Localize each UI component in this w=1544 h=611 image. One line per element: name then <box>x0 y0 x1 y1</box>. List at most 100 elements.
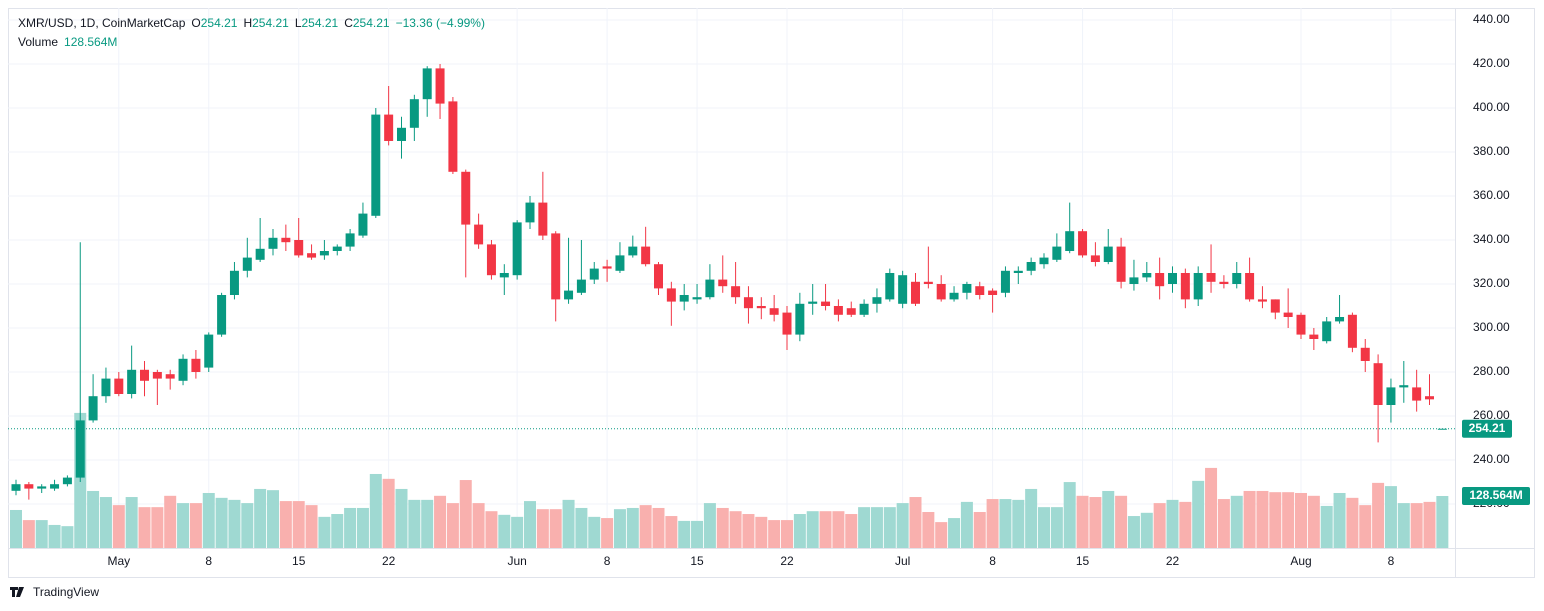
volume-bar <box>524 501 536 548</box>
volume-bar <box>652 507 665 548</box>
candle-body <box>1257 299 1267 302</box>
volume-bar <box>845 514 858 548</box>
volume-bar <box>1063 482 1076 548</box>
volume-bar <box>562 499 575 548</box>
candle-body <box>923 281 933 284</box>
candle-body <box>1335 316 1345 322</box>
volume-bar <box>678 520 691 548</box>
candle-body <box>1309 334 1319 339</box>
y-tick-label: 280.00 <box>1473 364 1510 378</box>
x-tick-label: May <box>107 554 130 568</box>
volume-bar <box>408 499 421 548</box>
volume-bar <box>164 495 177 548</box>
candle-body <box>795 303 805 335</box>
candle-body <box>731 286 741 298</box>
candle-body <box>1245 272 1255 300</box>
candle-body <box>1219 281 1229 284</box>
candle-body <box>589 268 599 280</box>
volume-bar <box>215 497 228 548</box>
candle-body <box>705 279 715 298</box>
x-tick-label: 8 <box>1388 554 1395 568</box>
candle-body <box>1270 299 1280 313</box>
candle-body <box>692 297 702 300</box>
candle-body <box>654 264 663 289</box>
candle-body <box>332 246 342 251</box>
candle-body <box>1039 257 1049 265</box>
volume-bar <box>1050 507 1063 548</box>
y-tick-label: 420.00 <box>1473 56 1510 70</box>
candle-body <box>165 374 175 379</box>
volume-bar <box>382 478 395 548</box>
candle-body <box>525 202 535 223</box>
volume-bar <box>61 526 74 548</box>
candle-body <box>1322 321 1332 342</box>
candle-body <box>1168 272 1177 284</box>
y-tick-label: 400.00 <box>1473 100 1510 114</box>
candle-body <box>1065 231 1075 251</box>
volume-bar <box>1269 492 1282 548</box>
x-tick-label: 22 <box>780 554 794 568</box>
volume-bar <box>832 511 845 548</box>
volume-bar <box>1012 499 1025 548</box>
candle-body <box>1116 246 1126 282</box>
volume-bar <box>35 520 48 548</box>
candle-body <box>37 486 47 489</box>
volume-bar <box>781 520 793 548</box>
candle-body <box>319 250 329 256</box>
volume-bar <box>1205 467 1218 548</box>
candle-body <box>217 294 227 335</box>
candle-body <box>885 272 895 300</box>
volume-bar <box>87 490 100 548</box>
candle-body <box>1399 385 1409 388</box>
volume-bar <box>189 503 202 548</box>
y-tick-label: 300.00 <box>1473 320 1510 334</box>
candle-body <box>422 68 432 100</box>
candle-body <box>1373 363 1383 405</box>
volume-bar <box>1372 482 1385 548</box>
volume-bar <box>742 514 755 548</box>
candle-body <box>756 305 766 309</box>
candle-body <box>50 484 60 489</box>
candle-body <box>1360 347 1370 361</box>
volume-bar <box>549 509 562 548</box>
volume-bar <box>99 497 112 548</box>
volume-bar <box>1307 495 1320 548</box>
volume-bar <box>1076 495 1089 548</box>
volume-bar <box>793 514 806 548</box>
volume-bar <box>870 507 883 548</box>
candle-body <box>397 127 406 141</box>
x-tick-label: 15 <box>292 554 306 568</box>
volume-bar <box>588 516 601 548</box>
candle-body <box>242 257 252 271</box>
candle-body <box>307 253 317 258</box>
candle-body <box>666 288 676 302</box>
volume-bar <box>228 499 241 548</box>
volume-bar <box>1436 495 1449 548</box>
volume-bar <box>935 522 948 548</box>
volume-bar <box>1423 501 1436 548</box>
candle-body <box>140 369 149 381</box>
candle-body <box>988 290 998 295</box>
volume-bar <box>1179 501 1192 548</box>
volume-bar <box>960 501 973 548</box>
volume-bar <box>344 507 357 548</box>
volume-bar <box>1256 490 1269 548</box>
volume-bar <box>1192 480 1205 548</box>
candle-body <box>576 279 586 293</box>
volume-bar <box>395 488 408 548</box>
volume-box <box>1462 486 1530 505</box>
candle-body <box>898 275 908 304</box>
volume-bar <box>973 511 986 548</box>
candle-body <box>178 358 188 381</box>
y-tick-label: 380.00 <box>1473 144 1510 158</box>
volume-bar <box>318 516 331 548</box>
candle-body <box>743 297 753 309</box>
candle-body <box>808 301 818 304</box>
candle-body <box>1052 246 1062 260</box>
volume-bar <box>22 520 35 548</box>
volume-bar <box>806 511 819 548</box>
candle-body <box>461 171 471 225</box>
candle-body <box>602 266 612 269</box>
candle-body <box>1026 261 1036 271</box>
